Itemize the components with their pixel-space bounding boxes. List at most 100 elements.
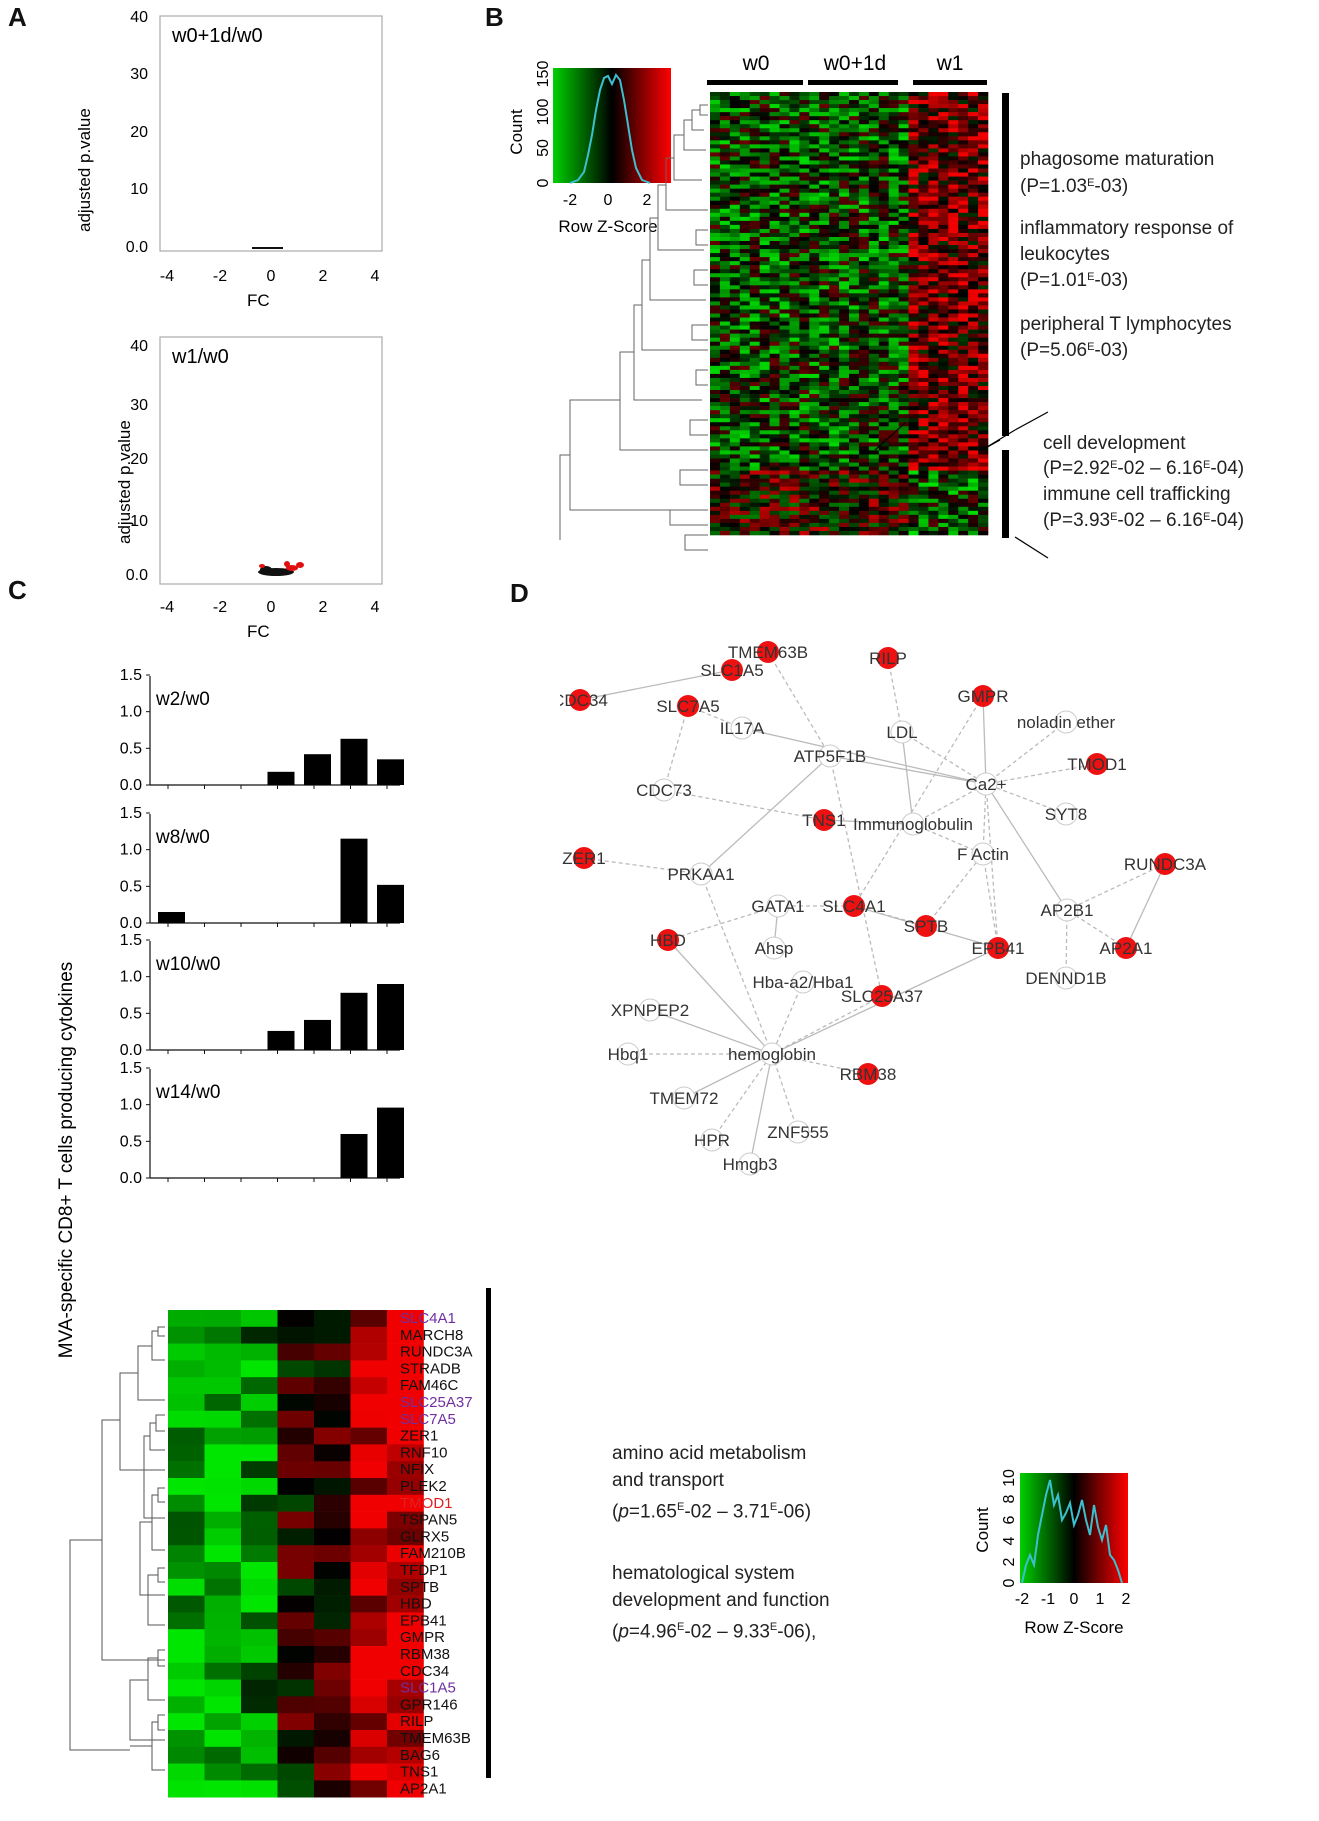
heatmap-cell bbox=[749, 361, 760, 367]
heatmap-cell bbox=[719, 168, 731, 173]
heatmap-cell bbox=[719, 337, 731, 342]
heatmap-cell bbox=[948, 337, 959, 342]
x-tick: 0 bbox=[1070, 1591, 1079, 1608]
heatmap-cell bbox=[858, 289, 870, 294]
heatmap-cell bbox=[314, 1612, 351, 1630]
heatmap-cell bbox=[769, 112, 780, 117]
heatmap-cell bbox=[829, 442, 840, 447]
heatmap-cell bbox=[958, 494, 969, 500]
heatmap-cell bbox=[918, 180, 929, 185]
heatmap-cell bbox=[928, 112, 939, 117]
heatmap-cell bbox=[898, 124, 909, 129]
heatmap-cell bbox=[849, 293, 860, 298]
heatmap-cell bbox=[978, 458, 989, 463]
heatmap-cell bbox=[789, 486, 800, 491]
heatmap-cell bbox=[710, 518, 721, 524]
heatmap-cell bbox=[789, 337, 800, 342]
heatmap-cell bbox=[849, 353, 860, 359]
heatmap-cell bbox=[978, 212, 989, 218]
node-label: PRKAA1 bbox=[667, 865, 734, 884]
heatmap-cell bbox=[809, 422, 820, 427]
heatmap-cell bbox=[739, 241, 751, 246]
heatmap-cell bbox=[769, 269, 780, 274]
heatmap-cell bbox=[978, 232, 989, 238]
heatmap-cell bbox=[888, 317, 899, 322]
heatmap-cell bbox=[928, 518, 939, 524]
heatmap-cell bbox=[978, 293, 989, 298]
heatmap-cell bbox=[749, 474, 760, 479]
heatmap-cell bbox=[938, 180, 949, 185]
heatmap-cell bbox=[759, 212, 770, 218]
heatmap-cell bbox=[978, 188, 989, 193]
heatmap-cell bbox=[789, 462, 800, 467]
heatmap-cell bbox=[749, 398, 760, 403]
heatmap-cell bbox=[858, 482, 870, 487]
heatmap-cell bbox=[868, 140, 880, 145]
heatmap-cell bbox=[789, 345, 800, 351]
heatmap-cell bbox=[829, 257, 840, 262]
heatmap-cell bbox=[769, 152, 780, 157]
heatmap-cell bbox=[968, 236, 979, 242]
network-node: SLC1A5 bbox=[700, 659, 764, 681]
heatmap-cell bbox=[908, 180, 919, 185]
heatmap-cell bbox=[858, 402, 870, 407]
heatmap-cell bbox=[809, 373, 820, 379]
heatmap-cell bbox=[710, 466, 721, 471]
heatmap-cell bbox=[978, 216, 989, 222]
heatmap-cell bbox=[719, 116, 731, 121]
heatmap-cell bbox=[868, 160, 880, 165]
heatmap-cell bbox=[858, 345, 870, 351]
heatmap-cell bbox=[387, 1343, 424, 1361]
heatmap-cell bbox=[858, 506, 870, 512]
heatmap-cell bbox=[849, 236, 860, 242]
heatmap-cell bbox=[878, 329, 890, 334]
node-marker bbox=[813, 809, 835, 831]
heatmap-cell bbox=[958, 438, 969, 443]
node-label: SYT8 bbox=[1045, 805, 1088, 824]
heatmap-cell bbox=[928, 269, 939, 274]
heatmap-cell bbox=[729, 353, 741, 359]
group-label: w1 bbox=[936, 52, 964, 75]
heatmap-cell bbox=[918, 470, 929, 475]
heatmap-cell bbox=[958, 369, 969, 375]
heatmap-cell bbox=[968, 261, 979, 266]
heatmap-cell bbox=[277, 1629, 315, 1647]
heatmap-cell bbox=[868, 253, 880, 258]
heatmap-cell bbox=[928, 373, 939, 379]
heatmap-cell bbox=[719, 458, 731, 463]
heatmap-cell bbox=[928, 104, 939, 109]
network-node: GMPR bbox=[958, 685, 1009, 707]
heatmap-cell bbox=[799, 285, 810, 290]
heatmap-cell bbox=[809, 273, 820, 278]
heatmap-cell bbox=[749, 390, 760, 395]
heatmap-cell bbox=[968, 212, 979, 218]
heatmap-cell bbox=[928, 402, 939, 407]
heatmap-cell bbox=[789, 132, 800, 137]
heatmap-cell bbox=[749, 301, 760, 306]
heatmap-cell bbox=[868, 124, 880, 129]
bar bbox=[377, 884, 404, 923]
heatmap-cell bbox=[858, 140, 870, 145]
heatmap-cell bbox=[719, 530, 731, 536]
heatmap-cell bbox=[918, 241, 929, 246]
heatmap-cell bbox=[888, 486, 899, 491]
heatmap-cell bbox=[839, 478, 850, 483]
heatmap-cell bbox=[819, 418, 830, 423]
heatmap-cell bbox=[858, 385, 870, 391]
heatmap-cell bbox=[918, 128, 929, 133]
heatmap-cell bbox=[898, 510, 909, 516]
heatmap-cell bbox=[759, 241, 770, 246]
heatmap-cell bbox=[849, 402, 860, 407]
heatmap-cell bbox=[888, 132, 899, 137]
heatmap-cell bbox=[710, 410, 721, 415]
heatmap-cell bbox=[908, 136, 919, 141]
heatmap-cell bbox=[719, 120, 731, 125]
heatmap-cell bbox=[739, 100, 751, 105]
heatmap-cell bbox=[729, 438, 741, 443]
heatmap-cell bbox=[829, 228, 840, 234]
heatmap-cell bbox=[739, 92, 751, 97]
heatmap-cell bbox=[868, 373, 880, 379]
heatmap-cell bbox=[878, 398, 890, 403]
heatmap-cell bbox=[858, 325, 870, 330]
heatmap-cell bbox=[958, 156, 969, 161]
